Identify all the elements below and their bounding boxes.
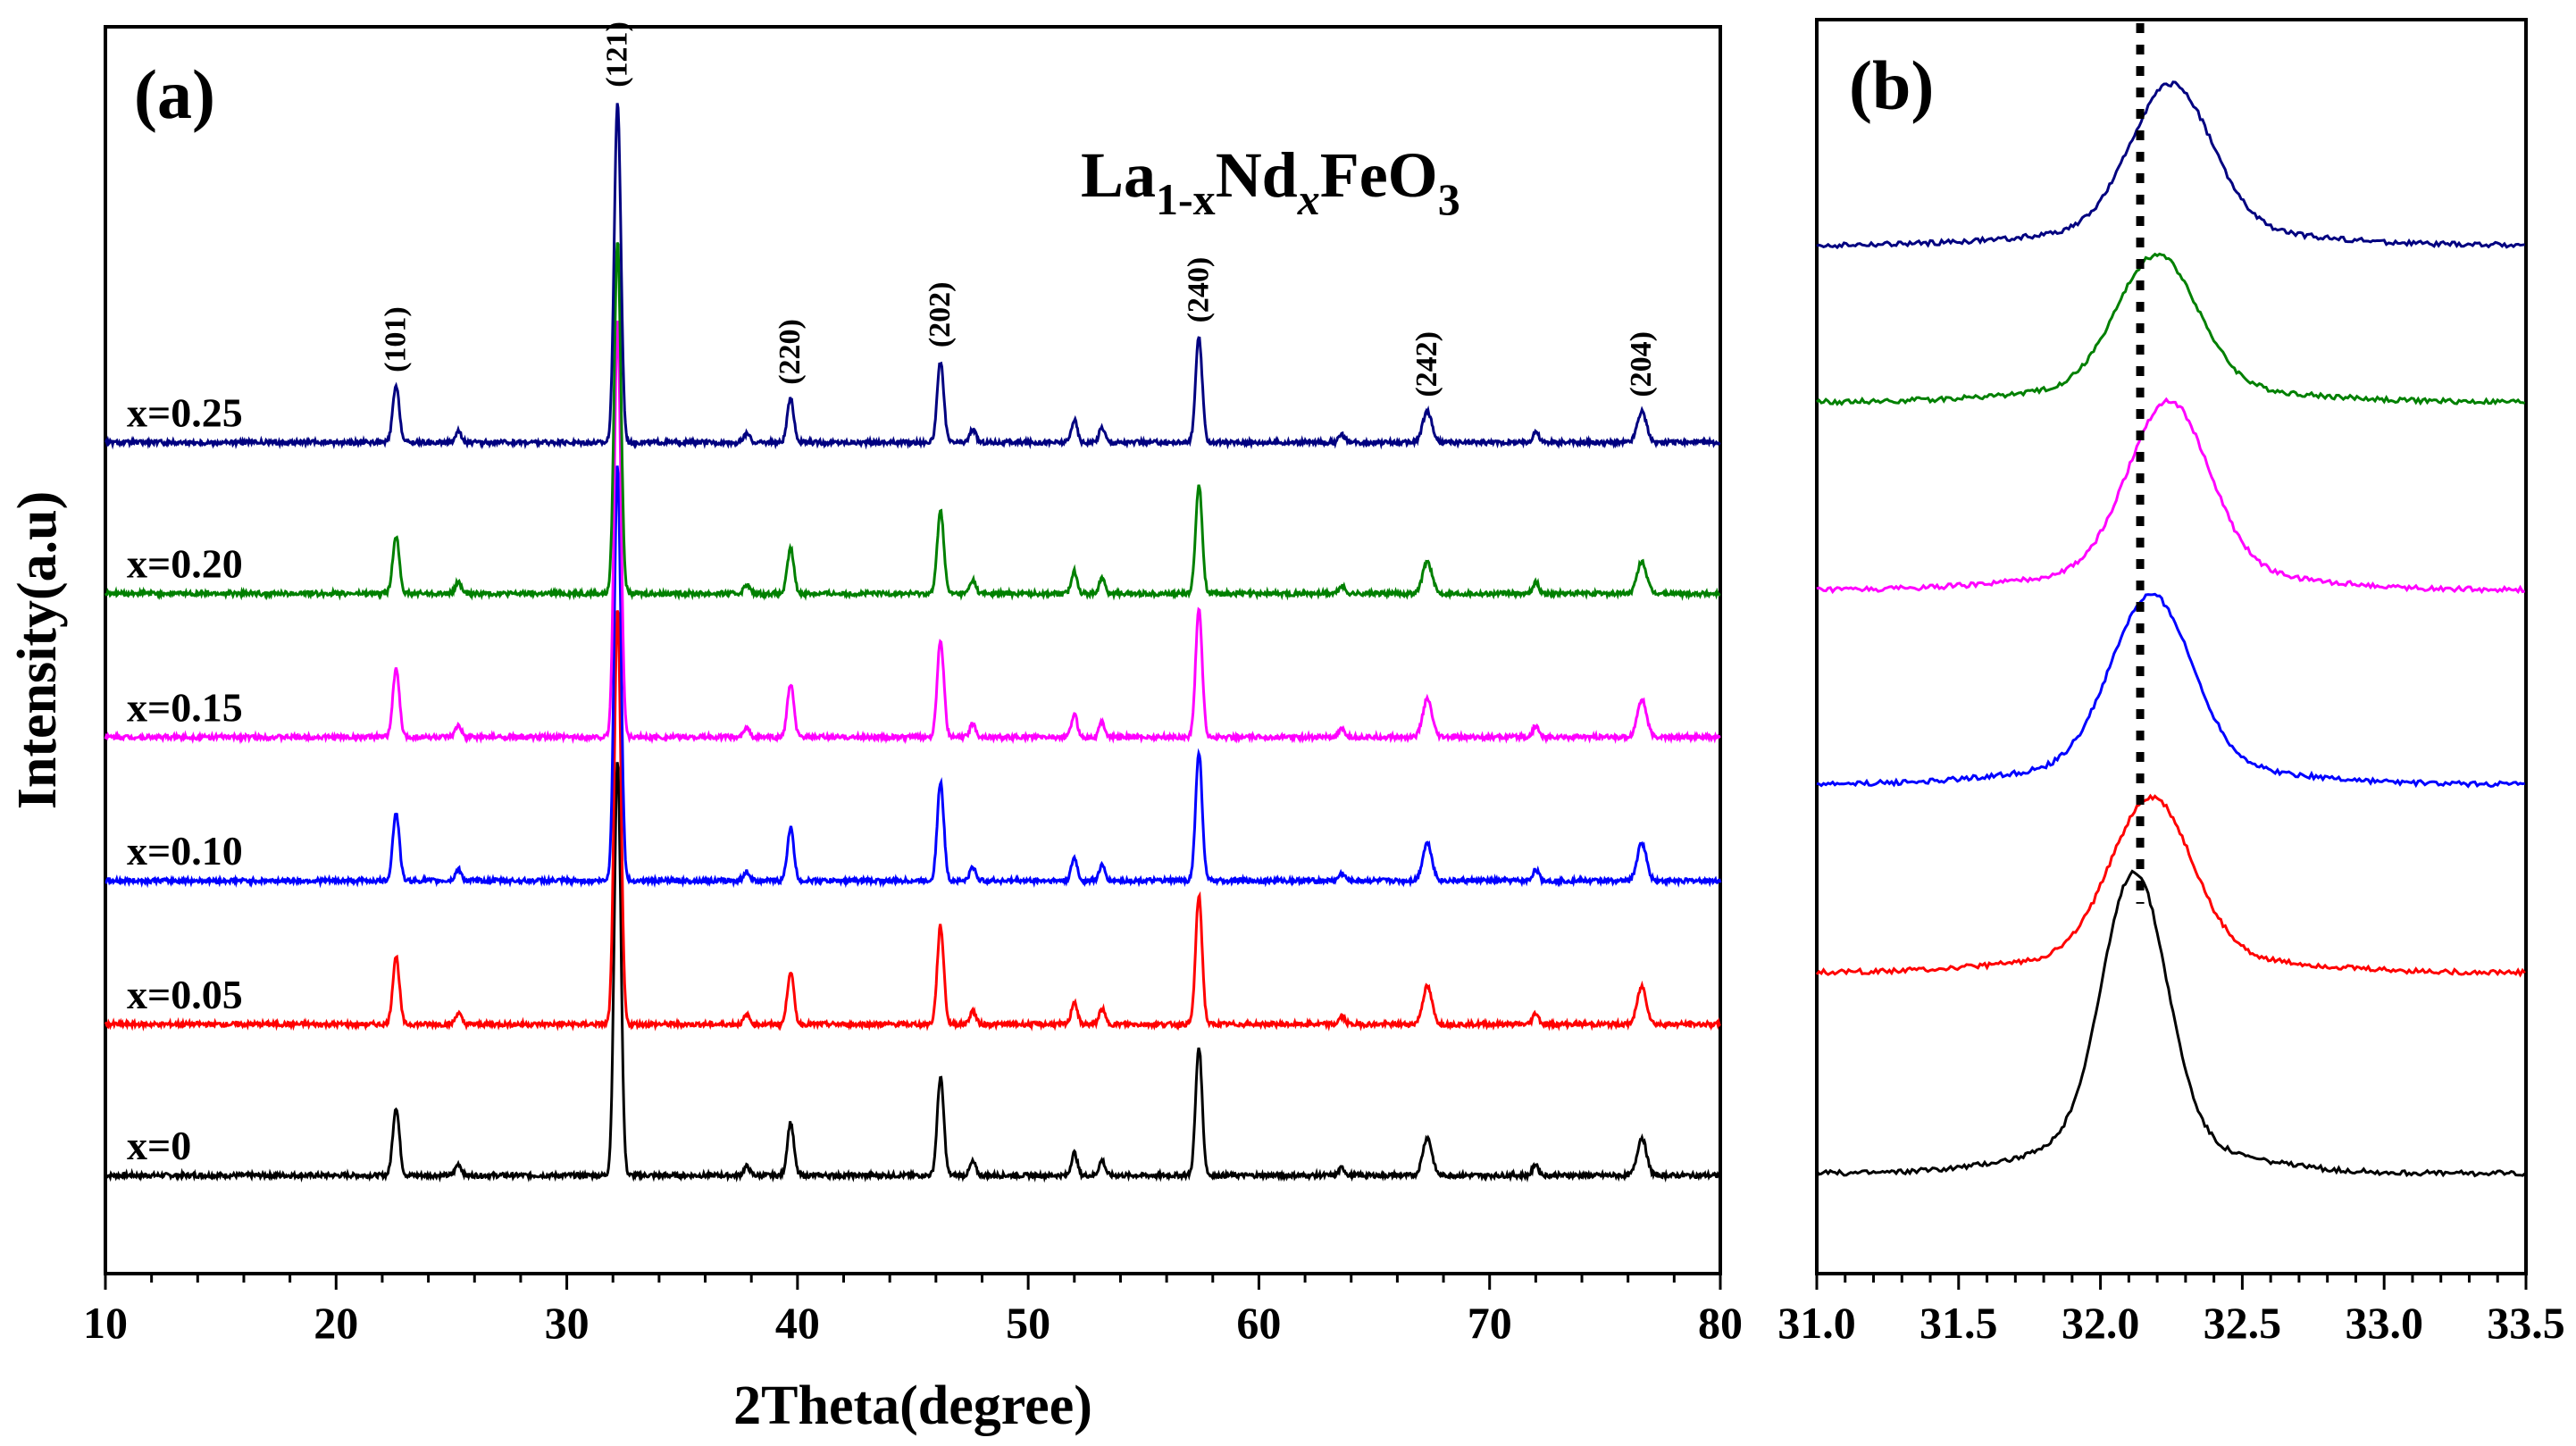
formula-part: Nd [1216, 139, 1298, 211]
series-label: x=0.05 [127, 972, 243, 1017]
panel-a-curves [104, 103, 1722, 1183]
x-tick-label: 31.5 [1919, 1298, 1998, 1348]
panel-b-frame [1815, 18, 2528, 1275]
series-line-x=0.20 [104, 241, 1721, 601]
panel-a-label: (a) [134, 55, 215, 133]
panel-b-label: (b) [1849, 46, 1934, 124]
x-tick-label: 32.0 [2062, 1298, 2140, 1348]
peak-index-label: (242) [1410, 331, 1443, 397]
x-tick-label: 60 [1236, 1298, 1281, 1348]
series-line-x=0.10 [105, 465, 1722, 889]
panel-a-series-labels: x=0 x=0.05 x=0.10 x=0.15 x=0.20 x=0.25 [127, 389, 243, 1168]
formula-subscript: 3 [1438, 174, 1460, 224]
x-tick-label: 40 [775, 1298, 820, 1348]
zoom-series-line-x=0.10 [1816, 592, 2525, 789]
x-tick-label: 70 [1468, 1298, 1512, 1348]
panel-b-x-ticks: 31.0 31.5 32.0 32.5 33.0 33.5 [1777, 1274, 2565, 1348]
series-line-x=0 [105, 762, 1722, 1183]
series-label: x=0 [127, 1123, 191, 1168]
panel-b: 31.0 31.5 32.0 32.5 33.0 33.5 (b) [1777, 18, 2565, 1348]
x-tick-label: 33.0 [2345, 1298, 2423, 1348]
x-tick-label: 80 [1698, 1298, 1743, 1348]
x-tick-label: 20 [314, 1298, 358, 1348]
x-tick-label: 31.0 [1777, 1298, 1856, 1348]
zoom-series-line-x=0.25 [1816, 80, 2525, 250]
formula-subscript: x [1297, 174, 1320, 224]
zoom-series-line-x=0.15 [1816, 397, 2525, 595]
x-tick-label: 32.5 [2204, 1298, 2282, 1348]
peak-index-label: (220) [774, 319, 807, 385]
chart-title-formula: La1-xNdxFeO3 [1081, 139, 1460, 224]
panel-a-x-ticks: 10 20 30 40 50 60 70 80 [83, 1274, 1743, 1348]
series-line-x=0.25 [104, 103, 1721, 450]
x-axis-title: 2Theta(degree) [733, 1375, 1092, 1436]
peak-index-label: (240) [1182, 257, 1215, 323]
panel-b-curves [1815, 80, 2526, 1178]
formula-subscript: 1-x [1156, 174, 1216, 224]
panel-a: 10 20 30 40 50 60 70 80 x=0x=0.05x=0.10x=0.15x=… [7, 21, 1743, 1436]
x-tick-label: 30 [545, 1298, 590, 1348]
y-axis-title: Intensity(a.u) [7, 491, 68, 810]
formula-part: La [1081, 139, 1156, 211]
panel-a-frame [104, 25, 1722, 1275]
peak-index-label: (121) [600, 21, 633, 88]
zoom-series-line-x=0.20 [1816, 252, 2526, 406]
series-label: x=0.25 [127, 389, 243, 435]
series-line-x=0.05 [104, 610, 1721, 1032]
panel-a-peak-labels: (101) (121) (220) (202) (240) (242) (204) [379, 21, 1658, 397]
series-label: x=0.20 [127, 541, 243, 587]
series-line-x=0.15 [104, 320, 1721, 745]
x-tick-label: 33.5 [2487, 1298, 2565, 1348]
formula-part: FeO [1320, 139, 1438, 211]
series-label: x=0.15 [127, 684, 243, 730]
peak-index-label: (204) [1625, 331, 1658, 397]
zoom-series-line-x=0.05 [1815, 793, 2526, 978]
peak-index-label: (101) [379, 306, 412, 372]
zoom-series-line-x=0 [1815, 869, 2526, 1178]
series-label: x=0.10 [127, 828, 243, 873]
x-tick-label: 50 [1006, 1298, 1050, 1348]
peak-index-label: (202) [924, 281, 957, 347]
x-tick-label: 10 [83, 1298, 128, 1348]
